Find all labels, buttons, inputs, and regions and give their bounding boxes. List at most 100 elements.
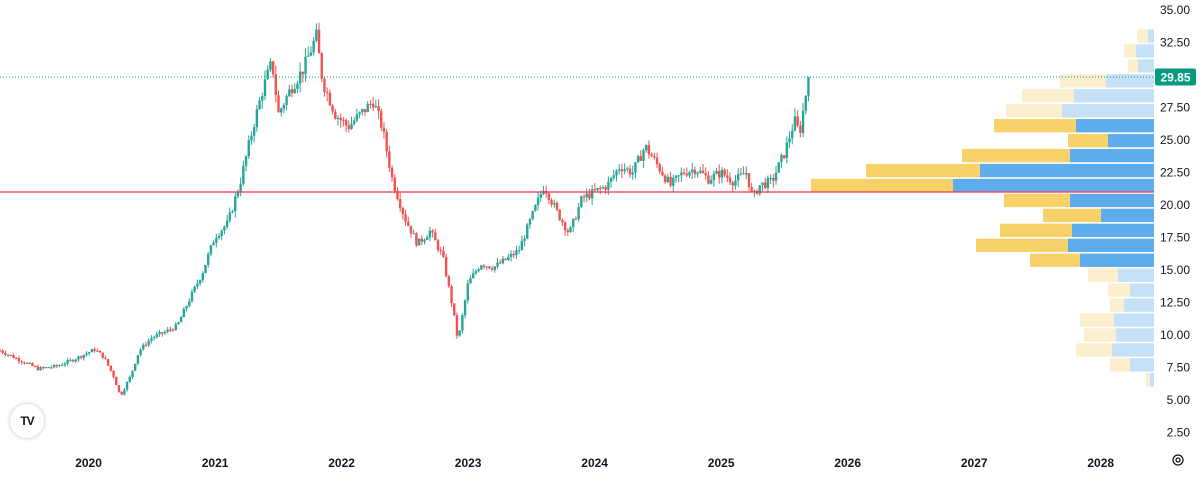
candle-body — [344, 120, 348, 126]
volume-profile-down-bar — [1137, 29, 1148, 43]
candle-body — [347, 125, 350, 130]
candle-body — [82, 354, 86, 358]
candle-body — [423, 239, 426, 242]
candle-body — [220, 230, 223, 236]
x-tick-label: 2027 — [961, 456, 988, 470]
candle-body — [509, 253, 513, 257]
candle-body — [371, 103, 375, 108]
candle-body — [758, 185, 761, 194]
candle-body — [236, 191, 240, 197]
volume-profile-down-bar — [1076, 343, 1112, 357]
candle-body — [63, 363, 67, 365]
x-tick-label: 2023 — [455, 456, 482, 470]
candle-body — [315, 29, 318, 41]
candle-body — [750, 187, 753, 192]
candle-body — [96, 350, 99, 352]
candle-body — [225, 220, 229, 227]
candle-body — [209, 245, 213, 255]
candle-body — [626, 168, 629, 170]
candle-body — [255, 109, 259, 128]
candle-body — [650, 154, 653, 157]
volume-profile-down-bar — [811, 178, 953, 193]
candle-body — [190, 291, 194, 302]
candle-body — [155, 334, 159, 338]
candle-body — [617, 169, 621, 171]
candle-body — [320, 53, 323, 79]
candle-body — [401, 208, 405, 215]
last-price-label: 29.85 — [1160, 70, 1190, 84]
candle-body — [436, 240, 440, 250]
gear-icon[interactable] — [1170, 452, 1186, 468]
candle-body — [128, 376, 131, 383]
candle-body — [144, 344, 148, 346]
candle-body — [493, 266, 497, 270]
candle-body — [453, 303, 456, 316]
candle-body — [90, 349, 94, 353]
x-tick-label: 2024 — [581, 456, 608, 470]
candle-body — [277, 95, 280, 113]
candle-body — [215, 237, 218, 243]
candle-body — [174, 324, 177, 331]
candle-body — [512, 253, 515, 256]
volume-profile-down-bar — [1060, 74, 1106, 88]
candle-body — [117, 385, 121, 392]
candle-body — [426, 237, 429, 240]
candle-body — [74, 359, 77, 362]
candle-body — [179, 317, 183, 323]
candle-body — [645, 145, 648, 151]
volume-profile-up-bar — [1076, 119, 1154, 133]
candle-body — [380, 110, 383, 128]
candle-body — [534, 205, 537, 212]
candle-body — [609, 177, 613, 182]
candle-body — [252, 127, 256, 136]
candle-body — [280, 108, 283, 113]
candle-body — [228, 212, 232, 221]
candle-body — [634, 162, 637, 173]
candle-body — [23, 362, 26, 364]
candle-body — [88, 352, 91, 354]
candle-body — [261, 96, 264, 101]
candle-body — [517, 250, 521, 252]
candle-body — [47, 367, 50, 369]
candle-body — [507, 256, 510, 261]
volume-profile-down-bar — [1004, 193, 1070, 208]
tradingview-logo[interactable]: TV — [10, 404, 44, 438]
candle-body — [250, 135, 253, 141]
candle-body — [217, 235, 221, 238]
candle-body — [620, 169, 624, 172]
candle-body — [785, 142, 789, 158]
volume-profile-up-bar — [1068, 238, 1154, 252]
candle-body — [231, 211, 234, 213]
candle-body — [125, 382, 129, 390]
candle-body — [728, 177, 732, 183]
candle-body — [33, 365, 37, 367]
candle-body — [658, 164, 661, 172]
candle-body — [223, 226, 226, 231]
candle-body — [723, 169, 726, 176]
candle-body — [477, 269, 480, 272]
candle-body — [301, 71, 305, 75]
candle-body — [572, 218, 575, 228]
y-tick-label: 20.00 — [1160, 198, 1190, 212]
candle-body — [561, 220, 564, 223]
candle-body — [474, 271, 478, 274]
volume-profile-up-bar — [1130, 358, 1154, 372]
candle-body — [101, 352, 104, 358]
y-tick-label: 35.00 — [1160, 3, 1190, 17]
candle-body — [531, 211, 534, 220]
candle-body — [312, 40, 315, 53]
volume-profile-down-bar — [1110, 358, 1130, 372]
candle-body — [663, 175, 667, 182]
candle-body — [393, 177, 396, 191]
candle-body — [242, 165, 245, 184]
y-tick-label: 22.50 — [1160, 166, 1190, 180]
candle-body — [688, 172, 691, 176]
candle-body — [166, 329, 169, 332]
volume-profile-down-bar — [1068, 133, 1108, 148]
candle-body — [85, 353, 88, 355]
candle-body — [50, 367, 53, 369]
candle-body — [28, 362, 31, 364]
candle-body — [106, 359, 110, 366]
